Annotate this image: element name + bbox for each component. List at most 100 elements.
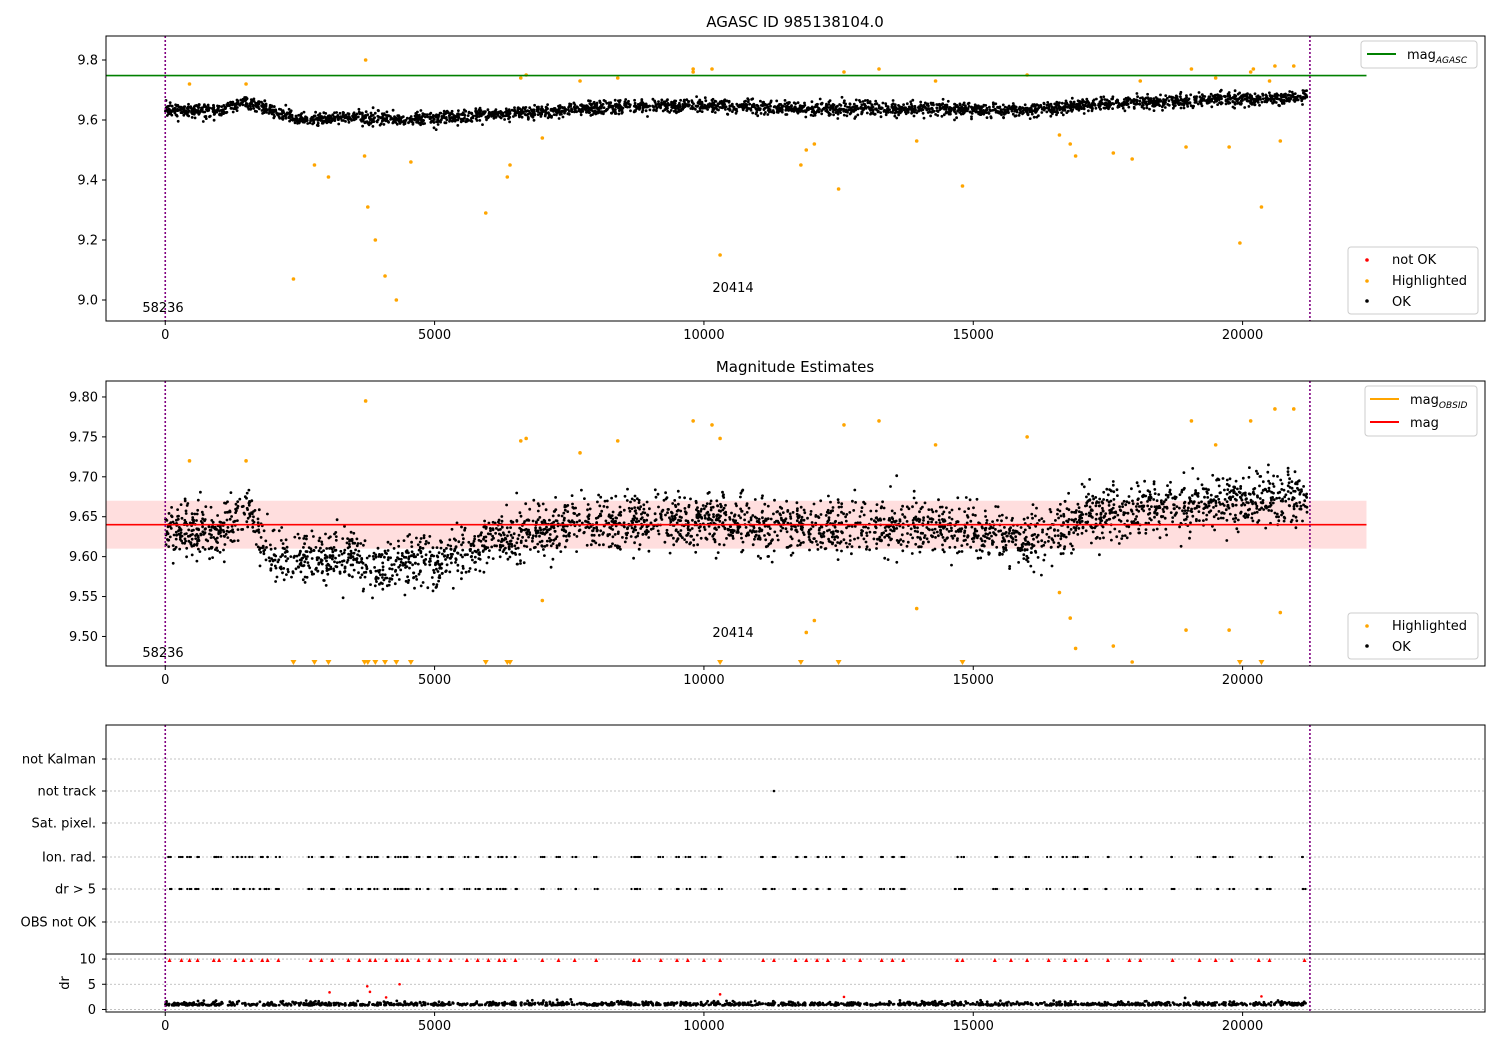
- ok-point: [952, 106, 956, 110]
- ok-point: [329, 535, 332, 539]
- ok-point: [1201, 511, 1205, 515]
- ok-point: [216, 107, 220, 110]
- ok-point: [1154, 96, 1158, 99]
- ok-point: [1001, 552, 1004, 556]
- ok-point: [945, 506, 948, 510]
- ok-point: [1102, 536, 1105, 540]
- ok-point: [288, 115, 292, 118]
- ok-point: [1013, 114, 1017, 118]
- ok-point: [985, 116, 989, 119]
- ok-point: [969, 545, 973, 549]
- ok-point: [1127, 105, 1131, 109]
- ok-point: [691, 106, 695, 110]
- ok-point: [371, 106, 375, 110]
- ok-point: [289, 118, 293, 121]
- ok-point: [1042, 543, 1046, 547]
- ok-point: [889, 485, 892, 488]
- ok-point: [762, 107, 766, 111]
- ok-point: [1199, 102, 1203, 106]
- ok-point: [1289, 491, 1293, 495]
- ok-point: [891, 105, 894, 109]
- ok-point: [995, 545, 999, 549]
- ok-point: [238, 497, 242, 501]
- ok-point: [1142, 504, 1146, 508]
- ok-point: [983, 539, 987, 543]
- ok-point: [1188, 536, 1191, 540]
- ok-point: [1135, 515, 1138, 518]
- ok-point: [915, 111, 919, 115]
- ok-point: [206, 109, 210, 113]
- ok-point: [955, 116, 958, 120]
- ok-point: [825, 110, 829, 113]
- ok-point: [1026, 113, 1030, 117]
- ok-point: [477, 557, 481, 560]
- y-tick-label: 9.2: [77, 234, 98, 249]
- highlighted-point: [187, 82, 192, 86]
- ok-point: [920, 107, 924, 111]
- ok-point: [166, 110, 170, 114]
- ok-point: [366, 113, 370, 117]
- ok-point: [802, 518, 806, 522]
- ok-point: [315, 123, 319, 127]
- ok-point: [454, 561, 457, 564]
- ok-point: [1209, 493, 1213, 497]
- ok-point: [1197, 501, 1201, 505]
- ok-point: [534, 534, 538, 538]
- ok-point: [454, 545, 458, 548]
- ok-point: [500, 525, 504, 529]
- ok-point: [832, 113, 835, 117]
- ok-point: [712, 513, 715, 516]
- ok-point: [201, 120, 205, 123]
- ok-point: [520, 115, 524, 119]
- ok-point: [376, 114, 380, 118]
- ok-point: [367, 123, 371, 127]
- ok-point: [1008, 106, 1012, 110]
- ok-point: [893, 511, 897, 515]
- ok-point: [770, 560, 774, 564]
- ok-point: [1179, 106, 1183, 110]
- ok-point: [803, 109, 807, 113]
- ok-point: [482, 549, 485, 552]
- ok-point: [491, 111, 494, 114]
- ok-point: [739, 495, 742, 499]
- ok-point: [1043, 553, 1047, 557]
- ok-point: [1191, 467, 1195, 470]
- ok-point: [336, 117, 340, 120]
- ok-point: [348, 574, 351, 577]
- ok-point: [262, 111, 266, 114]
- ok-point: [1296, 98, 1300, 102]
- ok-point: [610, 111, 614, 115]
- ok-point: [821, 541, 824, 545]
- ok-point: [748, 102, 752, 106]
- ok-point: [1293, 489, 1297, 493]
- ok-point: [386, 114, 389, 117]
- ok-point: [424, 558, 428, 561]
- ok-point: [672, 100, 676, 104]
- ok-point: [1040, 539, 1044, 543]
- ok-point: [893, 114, 897, 118]
- ok-point: [268, 106, 272, 109]
- ok-point: [1042, 102, 1046, 106]
- ok-point: [679, 98, 682, 102]
- ok-point: [529, 114, 533, 117]
- ok-point: [1037, 518, 1041, 522]
- ok-point: [381, 573, 385, 576]
- ok-point: [1192, 104, 1195, 108]
- ok-point: [1228, 477, 1232, 481]
- ok-point: [1214, 513, 1218, 517]
- ok-point: [819, 545, 823, 549]
- ok-point: [900, 107, 904, 110]
- ok-point: [171, 520, 175, 524]
- ok-point: [885, 110, 888, 114]
- ok-point: [1155, 99, 1159, 103]
- ok-point: [836, 112, 840, 116]
- ok-point: [827, 100, 831, 104]
- ok-point: [1145, 103, 1149, 107]
- ok-point: [874, 107, 877, 111]
- ok-point: [1122, 98, 1126, 101]
- ok-point: [1066, 525, 1070, 529]
- ok-point: [796, 101, 800, 105]
- ok-point: [1179, 95, 1182, 99]
- ok-point: [970, 106, 973, 109]
- ok-point: [1174, 104, 1177, 107]
